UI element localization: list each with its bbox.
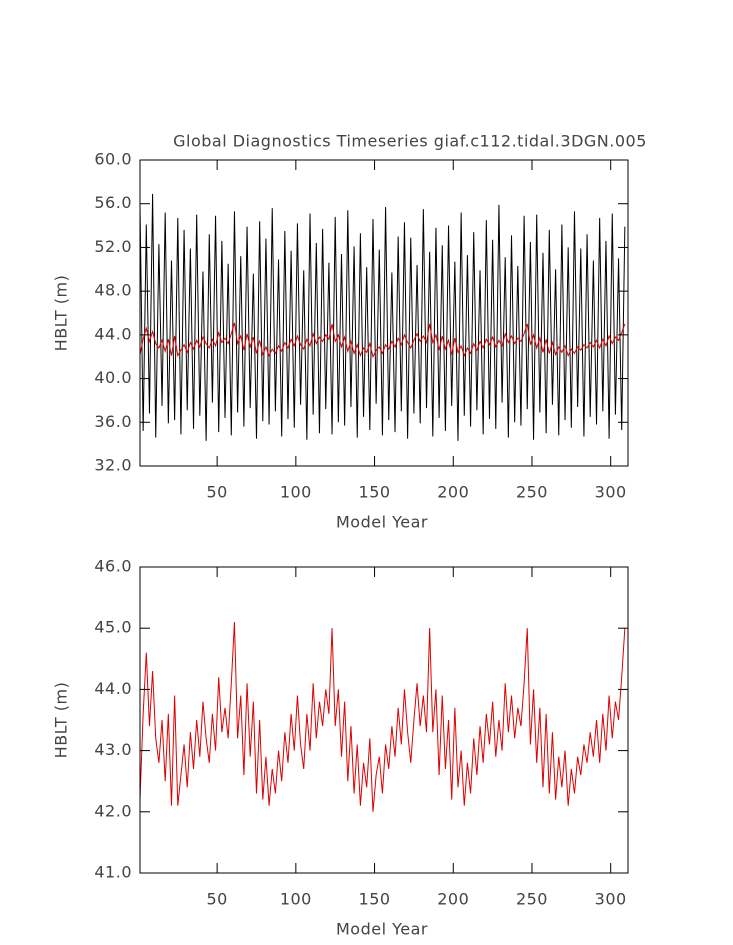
y-axis-label: HBLT (m) bbox=[52, 682, 71, 759]
data-line bbox=[139, 322, 626, 359]
data-line bbox=[139, 193, 626, 441]
chart-title: Global Diagnostics Timeseries giaf.c112.… bbox=[173, 132, 647, 151]
x-tick-label: 150 bbox=[359, 890, 391, 909]
x-axis-label: Model Year bbox=[336, 513, 428, 532]
y-tick-label: 45.0 bbox=[94, 618, 132, 637]
y-tick-label: 40.0 bbox=[94, 368, 132, 387]
data-line bbox=[139, 622, 626, 812]
x-tick-label: 150 bbox=[359, 483, 391, 502]
y-tick-label: 48.0 bbox=[94, 281, 132, 300]
y-tick-label: 46.0 bbox=[94, 557, 132, 576]
x-tick-label: 300 bbox=[595, 890, 627, 909]
y-tick-label: 32.0 bbox=[94, 456, 132, 475]
y-tick-label: 44.0 bbox=[94, 324, 132, 343]
y-tick-label: 56.0 bbox=[94, 193, 132, 212]
y-axis-label: HBLT (m) bbox=[52, 275, 71, 352]
x-tick-label: 50 bbox=[206, 890, 227, 909]
x-tick-label: 200 bbox=[437, 483, 469, 502]
y-tick-label: 60.0 bbox=[94, 150, 132, 169]
plot-frame bbox=[139, 159, 629, 467]
y-tick-label: 41.0 bbox=[94, 863, 132, 882]
x-tick-label: 250 bbox=[516, 483, 548, 502]
y-tick-label: 43.0 bbox=[94, 740, 132, 759]
plot-frame bbox=[139, 566, 629, 874]
y-tick-label: 44.0 bbox=[94, 679, 132, 698]
x-tick-label: 50 bbox=[206, 483, 227, 502]
y-tick-label: 36.0 bbox=[94, 412, 132, 431]
x-tick-label: 250 bbox=[516, 890, 548, 909]
x-axis-label: Model Year bbox=[336, 920, 428, 939]
y-tick-label: 52.0 bbox=[94, 237, 132, 256]
x-tick-label: 300 bbox=[595, 483, 627, 502]
x-tick-label: 200 bbox=[437, 890, 469, 909]
y-tick-label: 42.0 bbox=[94, 801, 132, 820]
x-tick-label: 100 bbox=[280, 890, 312, 909]
x-tick-label: 100 bbox=[280, 483, 312, 502]
